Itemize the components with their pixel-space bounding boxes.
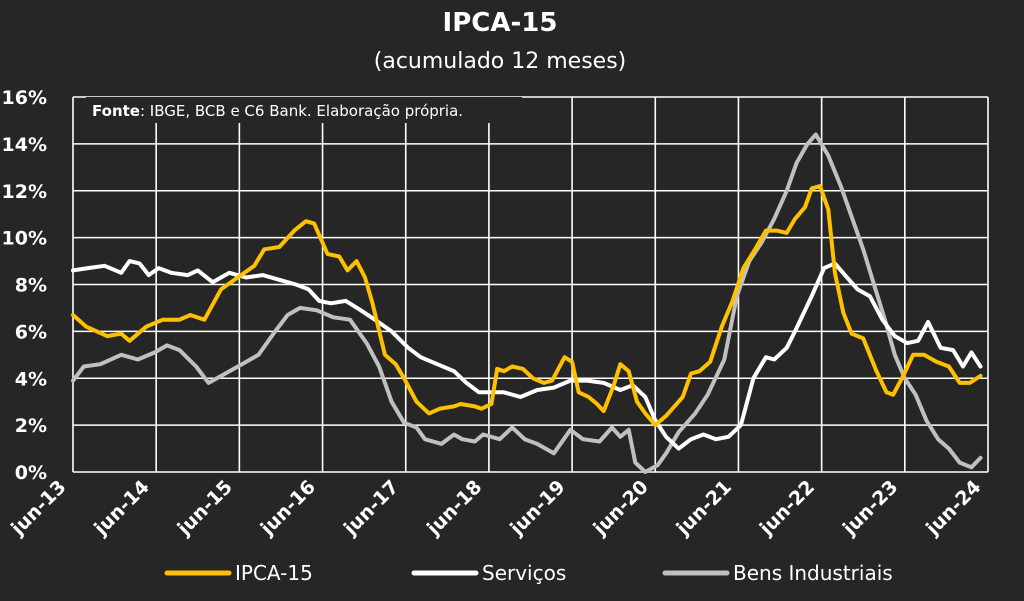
legend-label-0: IPCA-15 <box>235 561 313 585</box>
chart-subtitle: (acumulado 12 meses) <box>374 49 626 74</box>
source-note-label: Fonte <box>92 102 140 120</box>
y-tick-label: 12% <box>2 181 47 203</box>
series-line-1 <box>71 259 983 451</box>
y-tick-label: 10% <box>2 228 47 250</box>
y-axis-ticks: 0% 2% 4% 6% 8% 10% 12% 14% 16% <box>2 87 47 484</box>
series-line-0 <box>71 184 983 428</box>
source-note-text: : IBGE, BCB e C6 Bank. Elaboração própri… <box>140 102 463 120</box>
series-line-2 <box>71 132 983 474</box>
legend-label-1: Serviços <box>482 561 566 585</box>
series-lines <box>71 132 983 474</box>
source-note-background <box>86 97 522 123</box>
y-tick-label: 2% <box>15 415 47 437</box>
y-tick-label: 4% <box>15 368 47 390</box>
y-tick-label: 14% <box>2 134 47 156</box>
legend: IPCA-15 Serviços Bens Industriais <box>164 561 893 585</box>
y-tick-label: 6% <box>15 321 47 343</box>
source-note: Fonte: IBGE, BCB e C6 Bank. Elaboração p… <box>92 102 463 120</box>
y-tick-label: 0% <box>15 462 47 484</box>
y-tick-label: 8% <box>15 275 47 297</box>
y-tick-label: 16% <box>2 87 47 109</box>
chart-title: IPCA-15 <box>443 8 558 38</box>
legend-label-2: Bens Industriais <box>733 561 893 585</box>
